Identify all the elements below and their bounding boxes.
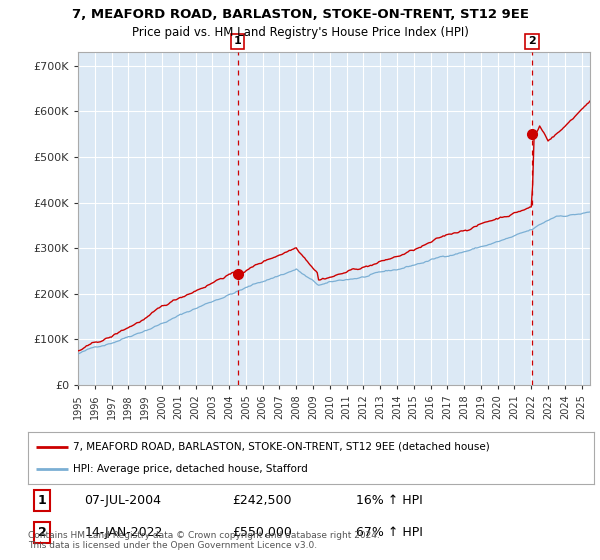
Text: £550,000: £550,000 [232, 526, 292, 539]
Text: 1: 1 [234, 36, 242, 46]
Text: 1: 1 [38, 494, 47, 507]
Text: £242,500: £242,500 [232, 494, 291, 507]
Text: 7, MEAFORD ROAD, BARLASTON, STOKE-ON-TRENT, ST12 9EE (detached house): 7, MEAFORD ROAD, BARLASTON, STOKE-ON-TRE… [73, 441, 490, 451]
Text: 67% ↑ HPI: 67% ↑ HPI [356, 526, 423, 539]
Text: 14-JAN-2022: 14-JAN-2022 [85, 526, 163, 539]
Text: 2: 2 [528, 36, 536, 46]
Text: 2: 2 [38, 526, 47, 539]
Text: Price paid vs. HM Land Registry's House Price Index (HPI): Price paid vs. HM Land Registry's House … [131, 26, 469, 39]
Text: 7, MEAFORD ROAD, BARLASTON, STOKE-ON-TRENT, ST12 9EE: 7, MEAFORD ROAD, BARLASTON, STOKE-ON-TRE… [71, 8, 529, 21]
Text: 07-JUL-2004: 07-JUL-2004 [85, 494, 161, 507]
Text: Contains HM Land Registry data © Crown copyright and database right 2024.
This d: Contains HM Land Registry data © Crown c… [28, 531, 380, 550]
Text: 16% ↑ HPI: 16% ↑ HPI [356, 494, 423, 507]
Text: HPI: Average price, detached house, Stafford: HPI: Average price, detached house, Staf… [73, 464, 308, 474]
